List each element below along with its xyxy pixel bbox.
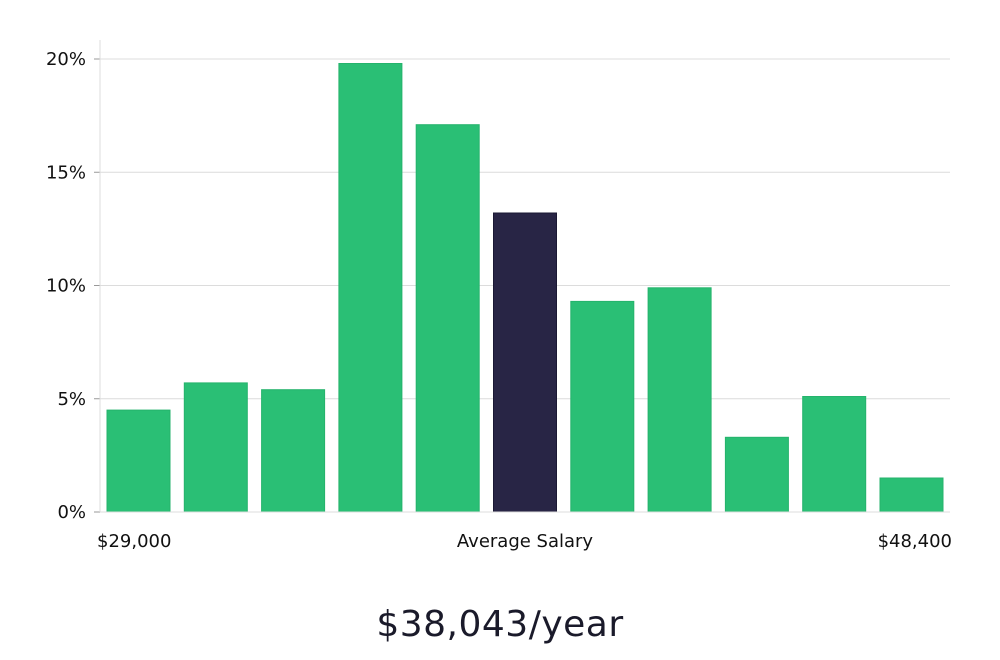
x-axis-end-label: $48,400 [878, 531, 952, 552]
y-tick-label: 5% [57, 389, 86, 410]
bar [570, 300, 635, 513]
bars [106, 63, 944, 513]
salary-histogram: 0% 5% 10% 15% 20% $29,000 Average Salary $48… [46, 40, 952, 552]
bar [724, 436, 789, 513]
bar [106, 409, 171, 513]
bar-average-salary [493, 212, 557, 513]
x-axis-title: Average Salary [457, 531, 594, 552]
bar [647, 287, 712, 513]
bar [261, 389, 326, 513]
bar [879, 477, 944, 513]
y-tick-label: 20% [46, 49, 86, 70]
bar [183, 382, 248, 513]
bar [802, 396, 867, 513]
y-axis-ticks: 0% 5% 10% 15% 20% [46, 49, 100, 523]
y-tick-label: 15% [46, 162, 86, 183]
x-axis-start-label: $29,000 [97, 531, 171, 552]
bar [415, 124, 480, 513]
y-tick-label: 0% [57, 502, 86, 523]
y-tick-label: 10% [46, 276, 86, 297]
bar [338, 63, 403, 513]
average-salary-value: $38,043/year [376, 604, 624, 645]
